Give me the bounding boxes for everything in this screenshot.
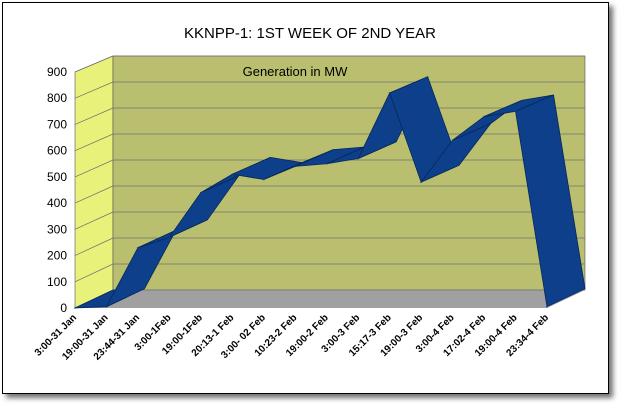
chart-back-wall (112, 55, 586, 291)
chart-annotation: Generation in MW (243, 64, 348, 79)
y-tick-label: 900 (47, 65, 67, 79)
data-point (451, 139, 454, 141)
y-tick-label: 400 (47, 196, 67, 210)
data-point (168, 236, 171, 238)
series-ribbon (74, 76, 586, 309)
gridline-side-1 (74, 263, 114, 283)
y-tick-label: 700 (47, 117, 67, 131)
gridline-side-2 (74, 237, 114, 256)
y-tick-label: 100 (47, 275, 67, 289)
gridline-side-9 (74, 55, 114, 73)
gridline-side-3 (74, 211, 114, 230)
y-tick-label: 200 (47, 249, 67, 263)
gridlines (74, 55, 585, 309)
gridline-side-7 (74, 107, 114, 125)
data-point (388, 92, 391, 94)
y-tick-label: 600 (47, 144, 67, 158)
data-point (200, 191, 202, 194)
y-tick-label: 800 (47, 91, 67, 105)
data-point (231, 173, 234, 176)
data-point (420, 181, 422, 183)
y-tick-label: 500 (47, 170, 67, 184)
data-point (546, 305, 548, 308)
data-point (105, 305, 108, 308)
data-point (325, 162, 328, 165)
data-point (263, 178, 265, 181)
data-point (294, 165, 297, 168)
data-point (514, 110, 517, 113)
y-tick-label: 300 (47, 222, 67, 236)
gridline-side-6 (74, 133, 114, 151)
gridline-side-4 (74, 185, 114, 204)
data-point (137, 246, 139, 249)
data-point (483, 115, 485, 118)
gridline-side-5 (74, 159, 114, 178)
chart-floor (75, 290, 585, 308)
gridline-side-8 (74, 81, 114, 99)
data-point (357, 157, 360, 160)
y-axis-tick-labels: 0 100 200 300 400 500 600 700 800 900 (47, 65, 67, 315)
chart-title: KKNPP-1: 1ST WEEK OF 2ND YEAR (184, 25, 436, 42)
ribbon-segment (515, 94, 586, 308)
chart-side-wall (74, 55, 114, 309)
y-tick-label: 0 (60, 301, 67, 315)
data-point (74, 307, 76, 309)
